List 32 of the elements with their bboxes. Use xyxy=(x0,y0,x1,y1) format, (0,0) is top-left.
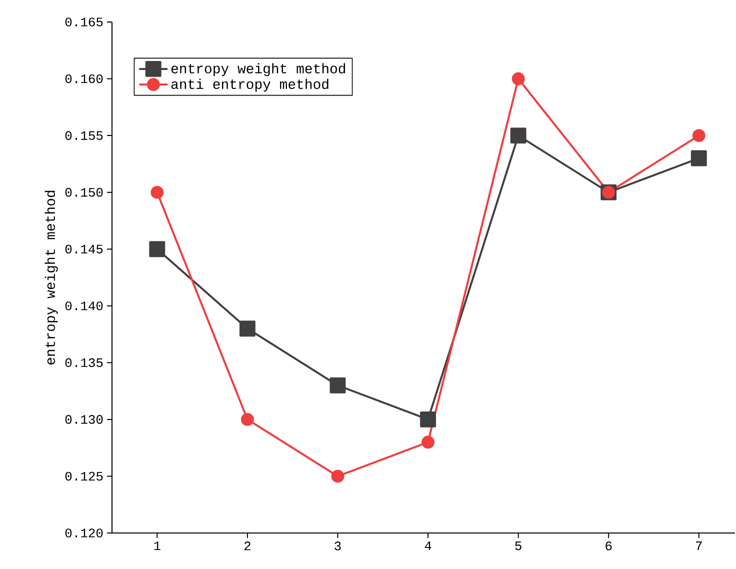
y-tick-label: 0.125 xyxy=(65,472,103,481)
legend-label: entropy weight method xyxy=(171,63,346,76)
point xyxy=(420,411,436,428)
point xyxy=(239,320,256,337)
x-tick-label: 1 xyxy=(154,542,160,550)
y-tick-label: 0.155 xyxy=(65,131,103,140)
x-tick-label: 7 xyxy=(696,542,702,550)
point xyxy=(150,186,164,199)
point xyxy=(422,436,434,449)
y-axis-title: entropy weight method xyxy=(44,190,58,364)
point xyxy=(240,412,254,426)
y-tick-label: 0.120 xyxy=(65,528,103,538)
y-tick-label: 0.160 xyxy=(65,74,103,84)
y-tick-label: 0.135 xyxy=(65,358,103,368)
point xyxy=(331,470,344,483)
point xyxy=(510,128,526,144)
y-tick-label: 0.140 xyxy=(65,301,103,310)
point xyxy=(512,72,525,86)
point xyxy=(692,129,706,142)
x-tick-label: 3 xyxy=(334,542,341,550)
point xyxy=(330,377,346,394)
x-tick-label: 5 xyxy=(515,542,522,550)
x-tick-label: 4 xyxy=(424,542,432,550)
legend-label: anti entropy method xyxy=(171,78,328,92)
y-tick-label: 0.130 xyxy=(65,415,103,424)
point xyxy=(149,241,166,258)
point xyxy=(690,150,707,166)
x-tick-label: 2 xyxy=(244,542,250,550)
y-tick-label: 0.145 xyxy=(65,244,103,254)
y-tick-label: 0.150 xyxy=(65,188,103,197)
y-tick-label: 0.165 xyxy=(65,18,103,26)
x-tick-label: 6 xyxy=(606,542,612,550)
